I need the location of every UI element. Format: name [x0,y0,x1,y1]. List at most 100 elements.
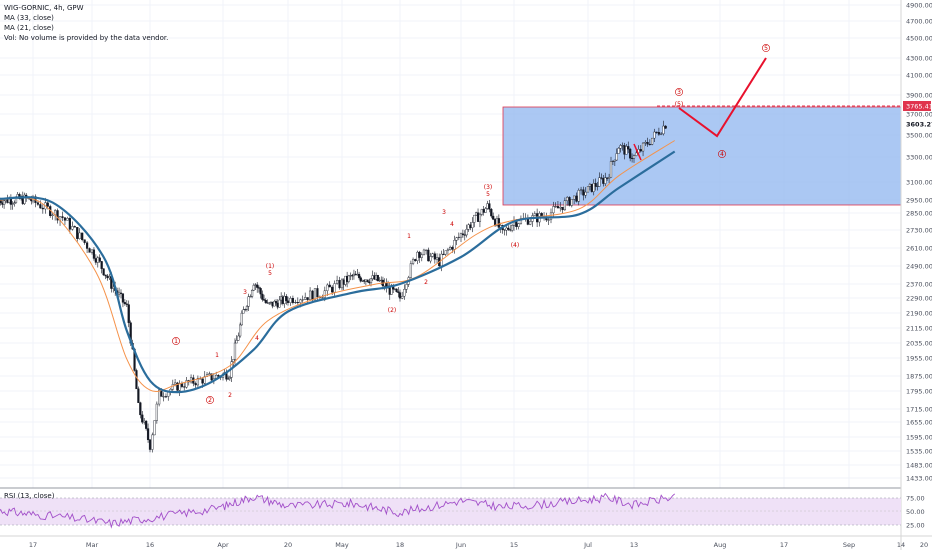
candle-body [153,420,156,436]
price-axis-label: 2490.00 [906,263,932,271]
rsi-axis-label: 75.00 [906,495,925,503]
target-price-tag [903,101,931,111]
candle-body [607,176,611,179]
rsi-band-fill [0,498,901,525]
candle-body [425,249,428,251]
wave-2-label: 2 [208,397,212,404]
wave-5-label: 5 [764,45,768,52]
candle-body [568,197,571,206]
candle-body [657,132,660,135]
wave-3-label: 3 [677,89,681,96]
candle-body [189,377,193,383]
candle-body [56,210,59,221]
candle-body [125,303,128,305]
candle-body [291,297,295,303]
candle-body [347,275,350,282]
candle-body [178,382,181,391]
time-axis-label: May [335,541,349,549]
candle-body [588,183,592,187]
candle-body [104,274,107,277]
candle-body [233,342,237,360]
candle-body [429,256,432,262]
candle-body [511,225,514,231]
candle-body [625,146,628,155]
candle-body [463,234,466,236]
candle-body [484,208,487,213]
candle-body [455,237,458,241]
candle-body [621,145,624,147]
symbol-title[interactable]: WIG-GORNIC, 4h, GPW [4,4,84,12]
candle-body [308,290,312,300]
price-axis-label: 1715.00 [906,406,932,414]
candle-body [644,142,647,144]
time-axis-label: 17 [29,541,37,549]
projection-path[interactable] [678,57,767,138]
price-axis-label: 1795.00 [906,388,932,396]
candle-body [66,218,69,221]
candle-body [76,227,79,239]
candle-body [359,277,362,282]
candle-body [252,284,255,291]
candle-body [639,149,642,152]
candle-body [433,253,436,260]
candle-body [444,250,447,255]
candle-body [459,233,463,238]
ma33-legend[interactable]: MA (33, close) [4,14,54,22]
candle-body [600,177,603,179]
sub-wave-2b-label: 2 [424,279,428,286]
candle-body [173,382,177,385]
candle-body [183,386,186,388]
candle-body [461,233,464,235]
candle-body [467,224,470,230]
time-axis-label: Aug [714,541,727,549]
candle-body [286,300,290,303]
candle-body [662,125,665,135]
candle-body [250,290,254,297]
candle-body [321,297,324,299]
time-axis-label: Jul [583,541,592,549]
candle-body [507,227,510,230]
time-axis-label: 13 [630,541,638,549]
rsi-legend[interactable]: RSI (13, close) [4,492,55,500]
candle-body [259,288,262,295]
candle-body [63,217,67,221]
candle-body [228,377,231,379]
candle-body [257,287,261,289]
time-axis-label: 20 [920,541,928,549]
candle-body [102,268,105,276]
target-zone-box[interactable] [502,106,902,206]
candle-body [328,284,331,288]
candle-body [505,227,508,231]
candle-body [331,286,334,293]
time-axis[interactable]: 17 Mar 16 Apr 20 May 18 Jun 15 Jul 13 Aug 17 Sep 14 20 [29,541,928,549]
time-axis-label: Mar [86,541,99,549]
candle-body [435,257,439,260]
price-axis-label-highlight: 3765.41 [906,103,932,111]
candle-body [96,257,99,263]
candle-body [497,218,500,228]
candle-body [92,249,96,259]
ma21-legend[interactable]: MA (21, close) [4,24,54,32]
chart-grid [0,0,902,488]
candle-body [158,389,161,405]
wave-4-circle-marker [718,150,726,158]
rsi-axis[interactable]: 75.00 50.00 25.00 [906,495,925,530]
candle-body [51,214,54,216]
candle-body [127,304,130,323]
candle-body [41,207,44,210]
candle-body [556,206,560,209]
price-axis-label-last: 3603.27 [906,121,932,129]
candle-body [617,148,620,154]
price-axis-label: 3900.00 [906,92,932,100]
price-axis-label: 3700.00 [906,111,932,119]
price-axis-label: 2290.00 [906,295,932,303]
volume-legend[interactable]: Vol: No volume is provided by the data v… [4,34,169,42]
price-axis-label: 3300.00 [906,154,932,162]
candle-body [98,257,101,262]
candle-body [653,131,656,139]
price-axis[interactable]: 4900.00 4700.00 4500.00 4300.00 4100.00 3900.… [903,2,932,483]
wave-labels: 1 2 1 2 3 4 5 (1) (2) 1 2 3 4 5 (3) (4) … [172,44,770,404]
candle-body [449,247,452,251]
time-axis-label: 20 [284,541,292,549]
